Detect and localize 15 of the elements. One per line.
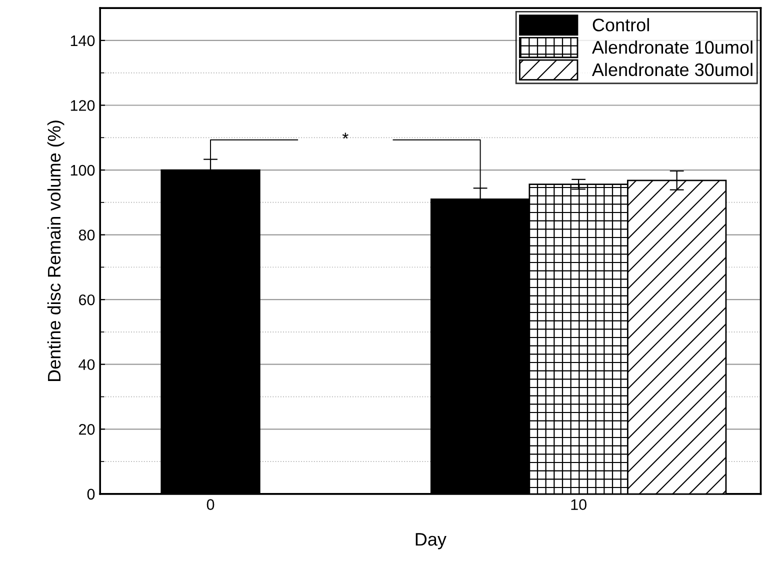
y-tick-label: 140 — [70, 35, 95, 46]
legend-label: Alendronate 10umol — [592, 40, 752, 54]
legend-label: Control — [592, 18, 649, 32]
y-tick-label: 100 — [70, 164, 95, 176]
x-tick-label: 10 — [571, 499, 586, 510]
y-tick-label: 60 — [79, 294, 95, 306]
y-tick-label: 40 — [78, 359, 95, 370]
x-axis-title: Day — [416, 533, 446, 550]
legend-label: Alendronate 30umol — [592, 62, 752, 76]
y-tick-label: 0 — [87, 488, 95, 500]
y-axis-title: Dentine disc Remain volume (%) — [47, 120, 64, 381]
y-tick-label: 80 — [78, 230, 95, 240]
y-tick-label: 120 — [70, 100, 95, 111]
annotation: * — [342, 132, 348, 139]
y-tick-label: 20 — [79, 424, 95, 435]
